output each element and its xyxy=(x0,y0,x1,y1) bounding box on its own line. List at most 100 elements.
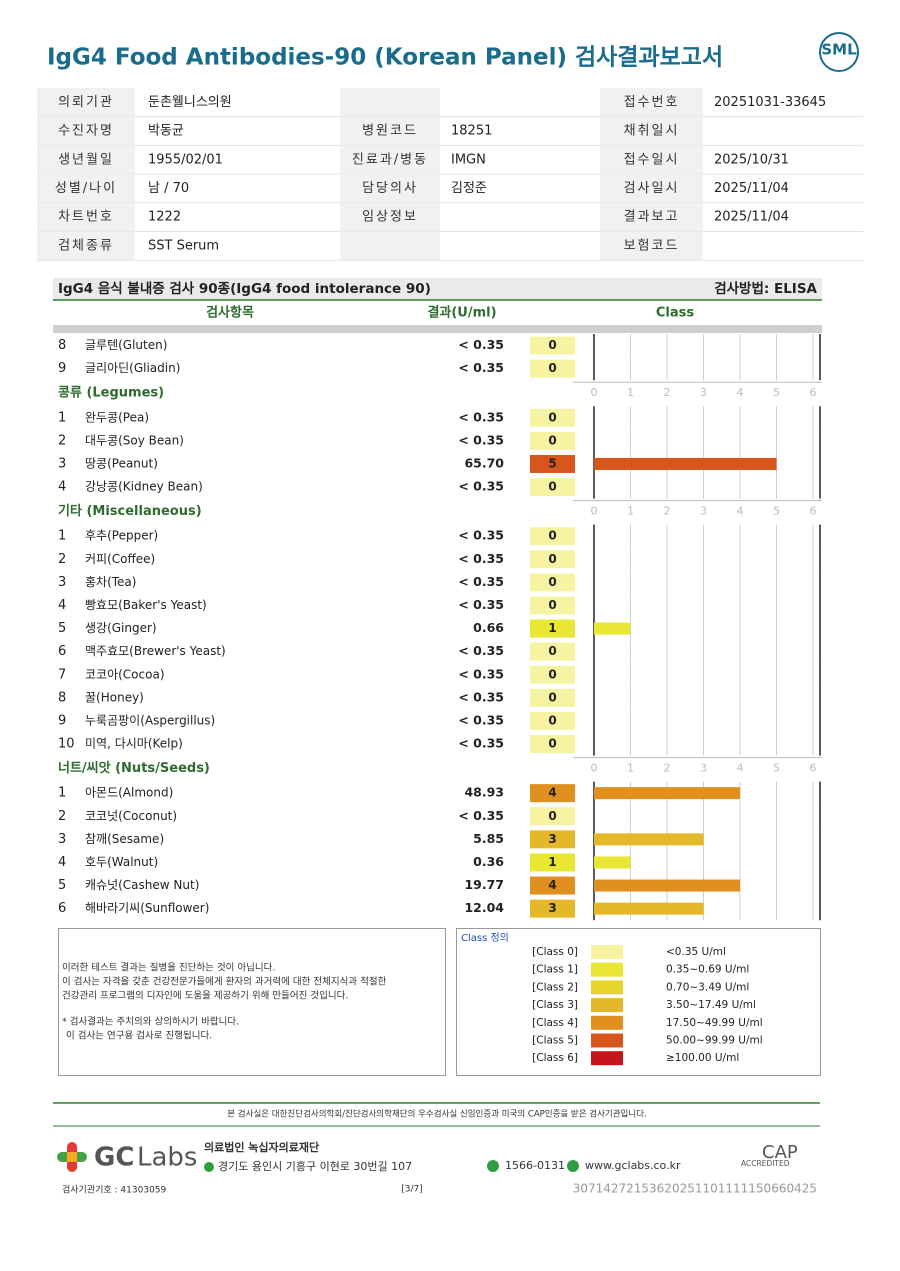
info-label-cell xyxy=(340,145,440,175)
foundation: 의료법인 녹십자의료재단 xyxy=(204,1140,319,1154)
item-name: 미역, 다시마(Kelp) xyxy=(85,737,183,751)
class-swatch xyxy=(591,1033,623,1048)
item-name: 후추(Pepper) xyxy=(85,529,158,543)
class-value: 0 xyxy=(548,361,556,375)
class-def-range: 0.35~0.69 U/ml xyxy=(666,964,749,976)
class-tick-label: 5 xyxy=(773,505,780,518)
item-name: 글리아딘(Gliadin) xyxy=(85,361,180,375)
class-swatch xyxy=(591,945,623,959)
results-title: IgG4 음식 불내증 검사 90종(IgG4 food intolerance… xyxy=(58,281,431,297)
class-value: 0 xyxy=(548,575,556,589)
class-value: 1 xyxy=(548,855,556,869)
web: www.gclabs.co.kr xyxy=(585,1159,681,1172)
item-result: < 0.35 xyxy=(458,360,504,375)
class-cell xyxy=(530,527,575,546)
info-value: 1955/02/01 xyxy=(148,152,223,167)
item-no: 1 xyxy=(58,786,66,801)
item-result: < 0.35 xyxy=(458,551,504,566)
item-result: < 0.35 xyxy=(458,689,504,704)
info-label: 임상정보 xyxy=(362,210,418,225)
class-value: 3 xyxy=(548,901,556,915)
class-swatch xyxy=(591,1015,623,1030)
class-def-label: [Class 1] xyxy=(532,964,578,976)
class-value: 0 xyxy=(548,529,556,543)
class-value: 1 xyxy=(548,621,556,635)
info-label: 결과보고 xyxy=(624,210,680,225)
report-title: IgG4 Food Antibodies-90 (Korean Panel) 검… xyxy=(47,45,723,71)
item-no: 3 xyxy=(58,456,66,471)
class-value: 0 xyxy=(548,410,556,424)
class-tick-label: 4 xyxy=(737,762,744,775)
info-label: 채취일시 xyxy=(624,124,680,139)
class-cell xyxy=(530,550,575,569)
info-label-cell xyxy=(37,116,135,146)
item-result: < 0.35 xyxy=(458,479,504,494)
item-result: 19.77 xyxy=(464,877,504,892)
info-label: 보험코드 xyxy=(624,238,680,253)
info-label-cell xyxy=(600,231,703,261)
brand-gc: GC xyxy=(94,1143,134,1173)
brand-labs: Labs xyxy=(137,1143,197,1173)
class-cell xyxy=(530,619,575,638)
class-cell xyxy=(530,596,575,615)
group-name: 기타 (Miscellaneous) xyxy=(58,503,202,519)
class-value: 4 xyxy=(548,878,556,892)
class-def-range: 0.70~3.49 U/ml xyxy=(666,981,749,993)
info-value: 1222 xyxy=(148,210,181,225)
item-no: 1 xyxy=(58,410,66,425)
info-value: 김정준 xyxy=(451,181,487,196)
class-tick-label: 3 xyxy=(700,762,707,775)
item-result: 65.70 xyxy=(464,455,504,470)
info-label-cell xyxy=(600,116,703,146)
page-number: [3/7] xyxy=(401,1185,423,1195)
group-name: 너트/씨앗 (Nuts/Seeds) xyxy=(58,760,210,776)
class-tick-label: 5 xyxy=(773,386,780,399)
class-tick-label: 6 xyxy=(810,386,817,399)
item-name: 커피(Coffee) xyxy=(85,552,155,566)
class-swatch xyxy=(591,1051,623,1066)
class-cell xyxy=(530,642,575,661)
class-cell xyxy=(530,359,575,378)
class-cell xyxy=(530,784,575,803)
info-label: 접수일시 xyxy=(624,152,680,167)
item-name: 해바라기씨(Sunflower) xyxy=(85,901,209,915)
item-result: < 0.35 xyxy=(458,597,504,612)
info-label: 진료과/병동 xyxy=(352,152,428,167)
item-name: 글루텐(Gluten) xyxy=(85,338,167,352)
item-no: 7 xyxy=(58,667,66,682)
info-value: 2025/11/04 xyxy=(714,181,789,196)
info-label-cell xyxy=(37,145,135,175)
address: 경기도 용인시 기흥구 이현로 30번길 107 xyxy=(218,1159,412,1173)
class-swatch xyxy=(591,998,623,1013)
item-name: 호두(Walnut) xyxy=(85,855,158,869)
info-label: 의뢰기관 xyxy=(58,95,114,110)
info-value: 남 / 70 xyxy=(148,181,189,196)
item-no: 8 xyxy=(58,690,66,705)
item-no: 9 xyxy=(58,361,66,376)
info-label: 담당의사 xyxy=(362,181,418,196)
class-value: 0 xyxy=(548,338,556,352)
class-cell xyxy=(530,853,575,872)
class-tick-label: 2 xyxy=(664,386,671,399)
class-tick-label: 2 xyxy=(664,505,671,518)
class-value: 0 xyxy=(548,644,556,658)
class-cell xyxy=(530,336,575,355)
item-result: 5.85 xyxy=(473,831,504,846)
item-result: < 0.35 xyxy=(458,666,504,681)
class-tick-label: 5 xyxy=(773,762,780,775)
item-no: 8 xyxy=(58,338,66,353)
item-name: 완두콩(Pea) xyxy=(85,410,149,424)
info-value: 2025/10/31 xyxy=(714,152,789,167)
item-no: 4 xyxy=(58,598,66,613)
info-label-cell xyxy=(340,202,440,232)
item-no: 5 xyxy=(58,621,66,636)
web-icon xyxy=(567,1160,579,1172)
logo: SML xyxy=(821,41,857,59)
class-tick-label: 3 xyxy=(700,505,707,518)
class-value: 0 xyxy=(548,552,556,566)
info-label: 수진자명 xyxy=(58,124,114,139)
class-bar xyxy=(594,457,777,470)
info-label-cell xyxy=(600,174,703,203)
info-label: 생년월일 xyxy=(58,152,114,167)
column-band xyxy=(53,325,822,333)
